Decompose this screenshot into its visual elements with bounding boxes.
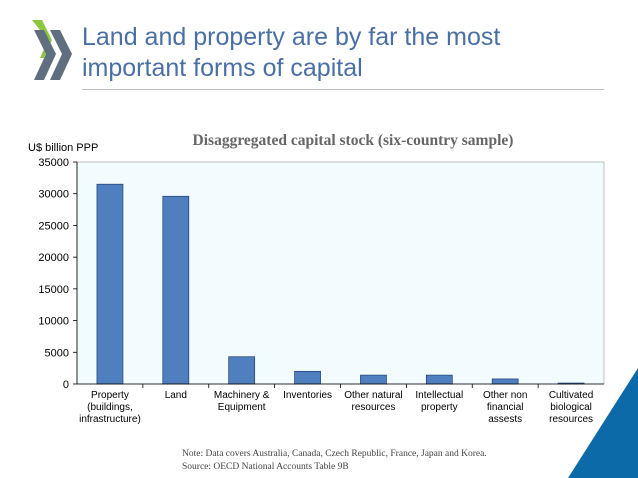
x-category-label: Machinery & Equipment [214, 390, 270, 413]
x-category-label-line: property [421, 402, 458, 413]
x-category-label-line: Other natural [344, 390, 402, 401]
y-tick-label: 0 [63, 379, 69, 391]
x-category-label: Other non financial assests [483, 390, 527, 425]
bar [162, 195, 190, 385]
chart-note: Note: Data covers Australia, Canada, Cze… [182, 448, 602, 474]
y-tick-label: 15000 [38, 284, 69, 296]
slide-title-line-1: Land and property are by far the most [82, 23, 501, 51]
corner-wedge [568, 368, 638, 478]
corner-decoration [568, 368, 638, 478]
x-axis: Property (buildings, infrastructure) Land Ma… [77, 383, 604, 425]
x-category-label: Cultivated biological resources [549, 390, 593, 425]
slide-title-line-2: important forms of capital [82, 54, 363, 82]
x-category-label: Other natural resources [344, 390, 402, 413]
y-tick-label: 10000 [38, 316, 69, 328]
x-category-label: Inventories [283, 390, 332, 401]
chart-title: Disaggregated capital stock (six-country… [193, 132, 514, 149]
title-divider [82, 89, 604, 90]
x-category-label-line: biological [550, 402, 592, 413]
x-category-label-line: financial [487, 402, 524, 413]
note-text: Note: Data covers Australia, Canada, Cze… [182, 449, 487, 459]
logo-chevron-right [50, 30, 72, 80]
x-category-label-line: Other non [483, 390, 527, 401]
bar [491, 378, 519, 385]
x-category-label-line: Land [165, 390, 187, 401]
source-text: Source: OECD National Accounts Table 9B [182, 462, 349, 472]
x-category-label-line: assests [488, 414, 522, 425]
y-axis: 0 5000 10000 15000 20000 25000 30000 35000 [38, 157, 78, 391]
x-category-label-line: Equipment [218, 402, 266, 413]
x-category-label-line: Machinery & [214, 390, 270, 401]
x-category-label: Land [165, 390, 187, 401]
x-category-label-line: resources [549, 414, 593, 425]
x-category-label-line: Property [91, 390, 129, 401]
x-category-label-line: resources [351, 402, 395, 413]
x-category-label-line: Intellectual [415, 390, 463, 401]
plot-area [76, 161, 605, 385]
slide-title: Land and property are by far the most im… [82, 22, 622, 84]
bar [360, 374, 387, 385]
bar [294, 370, 321, 385]
x-category-label-line: (buildings, [87, 402, 133, 413]
bars-group [96, 183, 585, 385]
logo-chevron-left [34, 30, 56, 80]
y-tick-label: 35000 [38, 157, 69, 169]
y-tick-label: 25000 [38, 220, 69, 232]
x-category-label-line: Inventories [283, 390, 332, 401]
bar [96, 183, 124, 385]
y-tick-label: 20000 [38, 252, 69, 264]
y-tick-label: 5000 [45, 347, 69, 359]
oecd-logo [32, 20, 72, 80]
x-category-label: Intellectual property [415, 390, 463, 413]
bar [425, 374, 453, 385]
y-axis-title: U$ billion PPP [28, 142, 98, 154]
y-tick-label: 30000 [38, 189, 69, 201]
x-category-label-line: Cultivated [549, 390, 593, 401]
x-category-label-line: infrastructure) [79, 414, 141, 425]
bar [228, 356, 256, 385]
x-category-label: Property (buildings, infrastructure) [79, 390, 141, 425]
